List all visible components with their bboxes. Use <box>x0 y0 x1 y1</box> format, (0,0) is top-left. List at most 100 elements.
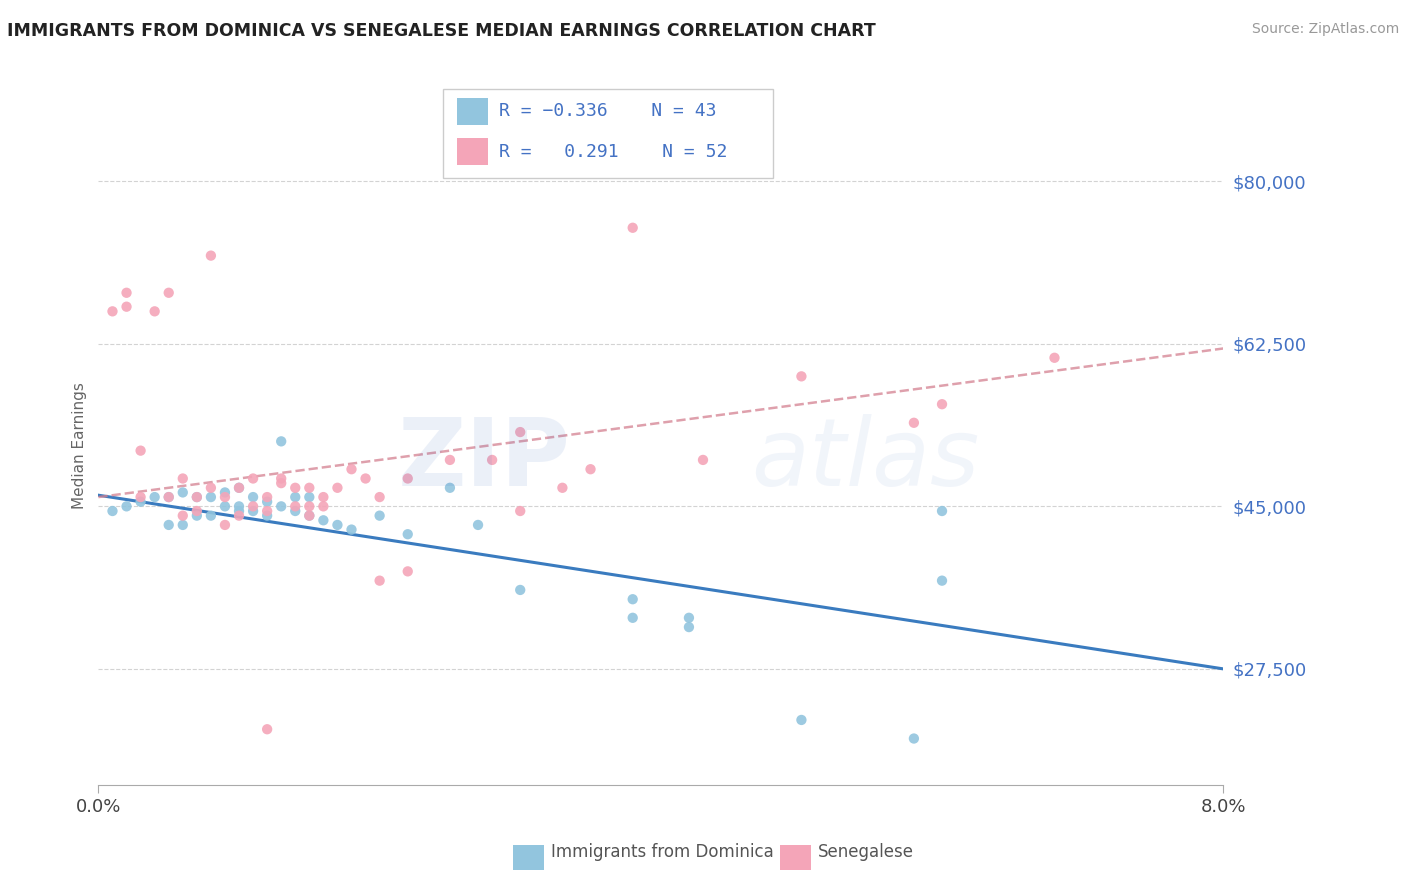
Point <box>115 300 138 314</box>
Point <box>129 490 152 504</box>
Point <box>396 527 419 541</box>
Point <box>214 490 236 504</box>
Point <box>551 481 574 495</box>
Point <box>256 490 278 504</box>
Point <box>439 481 461 495</box>
Point <box>298 500 321 514</box>
Y-axis label: Median Earnings: Median Earnings <box>72 383 87 509</box>
Point <box>284 481 307 495</box>
Point <box>242 471 264 485</box>
Point <box>312 513 335 527</box>
Point <box>368 574 391 588</box>
Point <box>931 574 953 588</box>
Point <box>354 471 377 485</box>
Point <box>678 611 700 625</box>
Point <box>509 504 531 518</box>
Point <box>242 500 264 514</box>
Point <box>284 500 307 514</box>
Point <box>621 220 644 235</box>
Point <box>200 508 222 523</box>
Text: atlas: atlas <box>751 414 979 505</box>
Point <box>340 462 363 476</box>
Point <box>396 471 419 485</box>
Point <box>509 425 531 439</box>
Point <box>101 304 124 318</box>
Point <box>270 471 292 485</box>
Point <box>200 481 222 495</box>
Point <box>368 508 391 523</box>
Point <box>228 481 250 495</box>
Point <box>228 504 250 518</box>
Point <box>186 508 208 523</box>
Point <box>172 508 194 523</box>
Point <box>129 443 152 458</box>
Point <box>621 611 644 625</box>
Text: IMMIGRANTS FROM DOMINICA VS SENEGALESE MEDIAN EARNINGS CORRELATION CHART: IMMIGRANTS FROM DOMINICA VS SENEGALESE M… <box>7 22 876 40</box>
Point <box>270 434 292 449</box>
Point <box>214 517 236 532</box>
Point <box>228 500 250 514</box>
Point <box>157 285 180 300</box>
Point <box>157 490 180 504</box>
Point <box>481 453 503 467</box>
Point <box>270 476 292 491</box>
Point <box>157 517 180 532</box>
Point <box>115 285 138 300</box>
Point <box>579 462 602 476</box>
Point <box>172 485 194 500</box>
Point <box>256 494 278 508</box>
Point <box>621 592 644 607</box>
Point <box>214 500 236 514</box>
Point <box>115 500 138 514</box>
Point <box>200 490 222 504</box>
Point <box>270 500 292 514</box>
Point <box>228 481 250 495</box>
Text: ZIP: ZIP <box>398 414 571 506</box>
Point <box>143 490 166 504</box>
Point <box>903 731 925 746</box>
Point <box>242 490 264 504</box>
Point <box>439 453 461 467</box>
Point <box>298 508 321 523</box>
Point <box>467 517 489 532</box>
Point <box>1043 351 1066 365</box>
Point <box>298 490 321 504</box>
Point <box>326 481 349 495</box>
Point <box>284 490 307 504</box>
Point <box>298 508 321 523</box>
Point <box>326 517 349 532</box>
Point <box>186 490 208 504</box>
Point <box>186 504 208 518</box>
Point <box>214 485 236 500</box>
Point <box>242 504 264 518</box>
Point <box>200 249 222 263</box>
Point <box>256 504 278 518</box>
Point <box>172 517 194 532</box>
Point <box>256 723 278 737</box>
Text: Senegalese: Senegalese <box>818 843 914 861</box>
Text: Source: ZipAtlas.com: Source: ZipAtlas.com <box>1251 22 1399 37</box>
Point <box>129 494 152 508</box>
Point <box>101 504 124 518</box>
Point <box>790 713 813 727</box>
Text: Immigrants from Dominica: Immigrants from Dominica <box>551 843 773 861</box>
Point <box>650 109 672 123</box>
Point <box>509 582 531 597</box>
Point <box>172 471 194 485</box>
Point <box>157 490 180 504</box>
Point <box>692 453 714 467</box>
Point <box>903 416 925 430</box>
Point <box>256 508 278 523</box>
Point <box>143 304 166 318</box>
Point <box>931 397 953 411</box>
Point <box>340 523 363 537</box>
Point <box>186 490 208 504</box>
Point <box>931 504 953 518</box>
Point <box>228 508 250 523</box>
Point <box>790 369 813 384</box>
Point <box>368 490 391 504</box>
Point <box>312 500 335 514</box>
Point <box>678 620 700 634</box>
Point <box>298 481 321 495</box>
Point <box>284 504 307 518</box>
